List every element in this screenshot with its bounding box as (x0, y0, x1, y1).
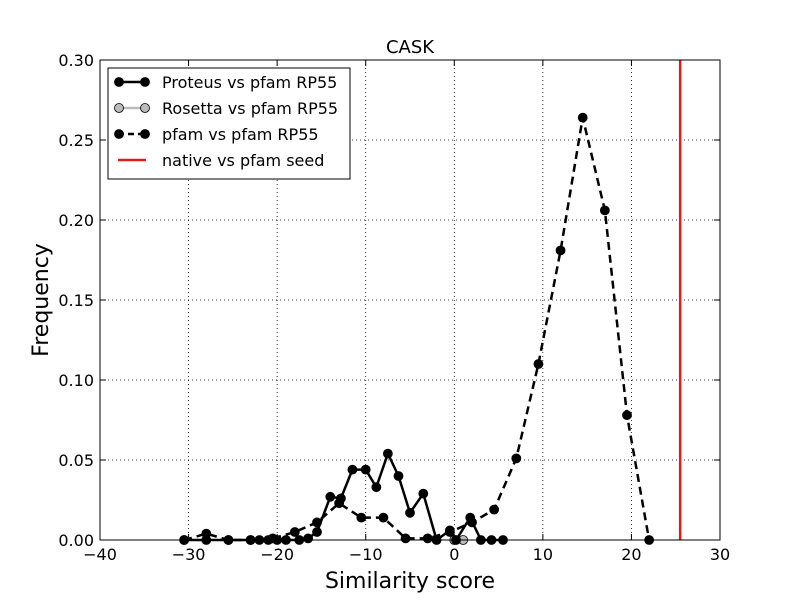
legend-label-pfam-vs-pfam-rp55: pfam vs pfam RP55 (162, 125, 319, 144)
y-tick-label: 0.10 (58, 371, 94, 390)
proteus-vs-pfam-rp55-point (336, 494, 345, 503)
pfam-vs-pfam-rp55-point (512, 454, 521, 463)
legend-marker-pfam-vs-pfam-rp55 (141, 130, 150, 139)
y-tick-label: 0.00 (58, 531, 94, 550)
x-axis-title: Similarity score (325, 569, 495, 594)
legend-marker-proteus-vs-pfam-rp55 (141, 78, 150, 87)
proteus-vs-pfam-rp55-point (361, 465, 370, 474)
proteus-vs-pfam-rp55-point (372, 483, 381, 492)
pfam-vs-pfam-rp55-point (623, 411, 632, 420)
legend-marker-pfam-vs-pfam-rp55 (115, 130, 124, 139)
proteus-vs-pfam-rp55-point (383, 449, 392, 458)
y-tick-label: 0.25 (58, 131, 94, 150)
x-tick-label: 10 (533, 545, 553, 564)
chart-title: CASK (386, 37, 435, 58)
x-tick-label: 30 (710, 545, 730, 564)
proteus-vs-pfam-rp55-point (419, 489, 428, 498)
legend: Proteus vs pfam RP55 Rosetta vs pfam RP55… (108, 68, 350, 179)
pfam-vs-pfam-rp55-point (357, 513, 366, 522)
pfam-vs-pfam-rp55-point (490, 505, 499, 514)
x-tick-label: 0 (449, 545, 459, 564)
proteus-vs-pfam-rp55-point (313, 528, 322, 537)
pfam-vs-pfam-rp55-point (578, 113, 587, 122)
pfam-vs-pfam-rp55-point (556, 246, 565, 255)
y-tick-label: 0.15 (58, 291, 94, 310)
pfam-vs-pfam-rp55-point (600, 206, 609, 215)
legend-label-rosetta-vs-pfam-rp55: Rosetta vs pfam RP55 (162, 99, 338, 118)
proteus-vs-pfam-rp55-point (406, 508, 415, 517)
proteus-vs-pfam-rp55-point (326, 492, 335, 501)
y-tick-label: 0.30 (58, 51, 94, 70)
x-tick-label: −20 (260, 545, 294, 564)
pfam-vs-pfam-rp55-point (534, 360, 543, 369)
x-tick-label: −30 (172, 545, 206, 564)
pfam-vs-pfam-rp55-point (401, 534, 410, 543)
proteus-vs-pfam-rp55-point (466, 513, 475, 522)
y-axis-title: Frequency (29, 243, 54, 357)
legend-label-native-vs-pfam-seed: native vs pfam seed (162, 151, 324, 170)
legend-label-proteus-vs-pfam-rp55: Proteus vs pfam RP55 (162, 73, 337, 92)
legend-marker-rosetta-vs-pfam-rp55 (115, 104, 124, 113)
proteus-vs-pfam-rp55-point (445, 526, 454, 535)
proteus-vs-pfam-rp55-point (304, 534, 313, 543)
pfam-vs-pfam-rp55-point (379, 513, 388, 522)
pfam-vs-pfam-rp55-point (290, 528, 299, 537)
legend-marker-rosetta-vs-pfam-rp55 (141, 104, 150, 113)
proteus-vs-pfam-rp55-point (394, 472, 403, 481)
pfam-vs-pfam-rp55-point (423, 534, 432, 543)
x-tick-label: 20 (621, 545, 641, 564)
x-tick-label: −10 (349, 545, 383, 564)
y-tick-label: 0.05 (58, 451, 94, 470)
legend-marker-proteus-vs-pfam-rp55 (115, 78, 124, 87)
y-tick-label: 0.20 (58, 211, 94, 230)
proteus-vs-pfam-rp55-point (348, 465, 357, 474)
